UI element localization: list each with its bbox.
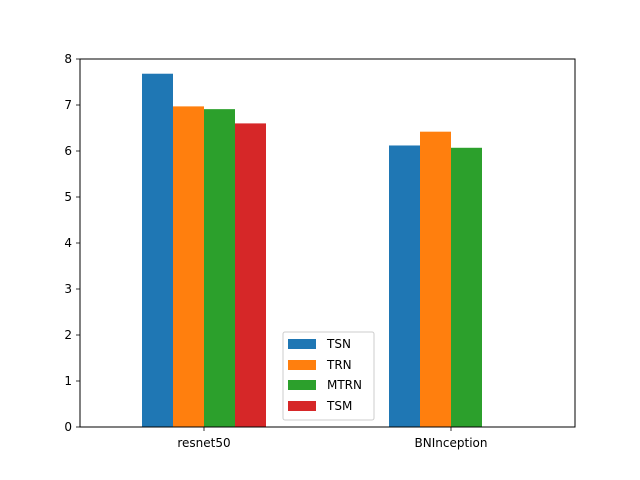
x-tick-label: BNInception bbox=[415, 436, 488, 450]
y-tick-label: 2 bbox=[64, 328, 72, 342]
y-axis: 0 1 2 3 4 5 6 7 8 bbox=[64, 52, 80, 434]
bar-tsn-bninception bbox=[389, 145, 420, 427]
y-tick-label: 3 bbox=[64, 282, 72, 296]
bar-trn-bninception bbox=[420, 132, 451, 427]
y-tick-label: 7 bbox=[64, 98, 72, 112]
legend-swatch-mtrn bbox=[288, 380, 316, 390]
legend-label-mtrn: MTRN bbox=[327, 378, 362, 392]
legend-swatch-tsn bbox=[288, 339, 316, 349]
y-tick-label: 6 bbox=[64, 144, 72, 158]
bar-mtrn-resnet50 bbox=[204, 109, 235, 427]
legend-label-tsm: TSM bbox=[326, 399, 352, 413]
bar-trn-resnet50 bbox=[173, 106, 204, 427]
legend-swatch-tsm bbox=[288, 401, 316, 411]
y-tick-label: 1 bbox=[64, 374, 72, 388]
bar-tsm-resnet50 bbox=[235, 123, 266, 427]
legend-label-trn: TRN bbox=[326, 358, 352, 372]
x-tick-label: resnet50 bbox=[177, 436, 230, 450]
x-axis: resnet50 BNInception bbox=[177, 427, 487, 450]
y-tick-label: 8 bbox=[64, 52, 72, 66]
legend-label-tsn: TSN bbox=[326, 337, 351, 351]
y-tick-label: 5 bbox=[64, 190, 72, 204]
y-tick-label: 4 bbox=[64, 236, 72, 250]
bar-tsn-resnet50 bbox=[142, 74, 173, 427]
bar-mtrn-bninception bbox=[451, 148, 482, 427]
legend: TSN TRN MTRN TSM bbox=[283, 332, 374, 420]
y-tick-label: 0 bbox=[64, 420, 72, 434]
legend-swatch-trn bbox=[288, 360, 316, 370]
